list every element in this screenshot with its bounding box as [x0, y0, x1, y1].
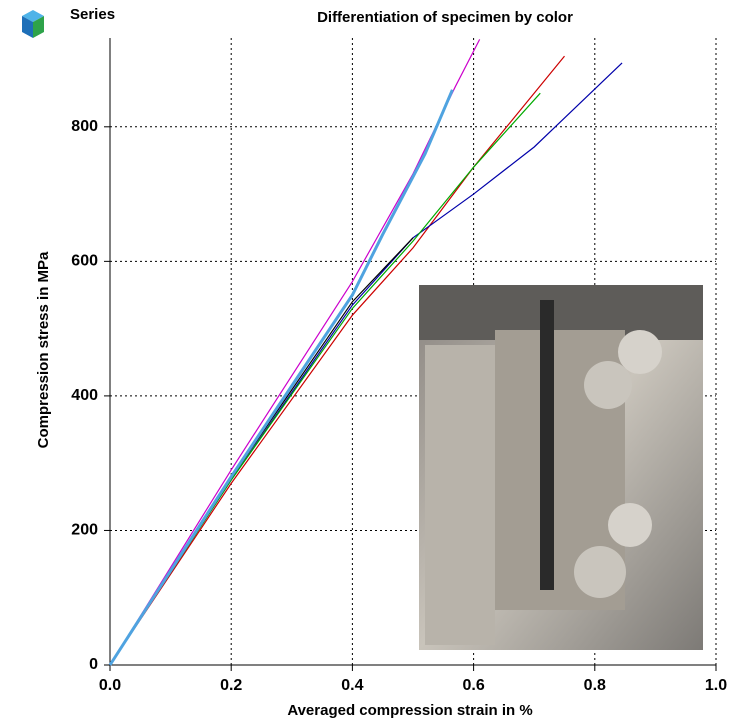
inset-photo	[419, 285, 703, 650]
x-axis-title: Averaged compression strain in %	[287, 702, 532, 719]
x-tick-label: 0.2	[220, 677, 242, 694]
series-line	[109, 237, 414, 666]
series-line	[109, 55, 565, 666]
legend-title: Series	[70, 6, 115, 23]
y-tick-label: 400	[71, 387, 98, 404]
legend-icon	[22, 10, 44, 38]
x-tick-label: 1.0	[705, 677, 727, 694]
x-tick-label: 0.6	[462, 677, 484, 694]
x-tick-label: 0.4	[341, 677, 363, 694]
chart-title: Differentiation of specimen by color	[317, 9, 573, 26]
y-tick-label: 600	[71, 253, 98, 270]
y-axis-title: Compression stress in MPa	[35, 251, 52, 448]
y-tick-label: 0	[89, 656, 98, 673]
series-line	[109, 39, 481, 666]
series-line	[109, 92, 541, 666]
x-tick-label: 0.8	[584, 677, 606, 694]
x-tick-label: 0.0	[99, 677, 121, 694]
series-line	[108, 89, 454, 666]
y-tick-label: 800	[71, 118, 98, 135]
y-tick-label: 200	[71, 522, 98, 539]
